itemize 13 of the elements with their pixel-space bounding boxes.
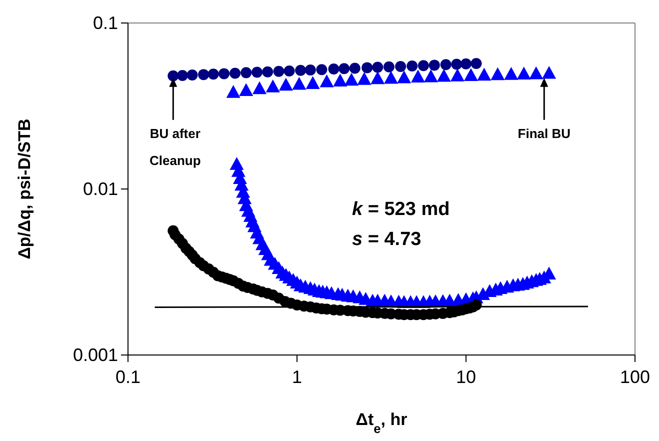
x-tick-label: 1 xyxy=(292,367,302,387)
y-tick-label: 0.1 xyxy=(92,13,118,33)
annotation: Final BU xyxy=(518,126,571,141)
x-tick-label: 0.1 xyxy=(115,367,141,387)
annotation: k = 523 md xyxy=(352,199,450,220)
y-axis-title: Δp/Δq, psi-D/STB xyxy=(15,118,34,260)
annotation: s = 4.73 xyxy=(352,229,422,250)
y-tick-label: 0.001 xyxy=(72,345,118,365)
annotation: BU after Cleanup xyxy=(150,126,201,168)
x-tick-label: 100 xyxy=(620,367,650,387)
x-tick-label: 10 xyxy=(456,367,476,387)
y-tick-label: 0.01 xyxy=(82,179,118,199)
x-axis-title: Δt$_{e}$, hr xyxy=(356,410,408,436)
